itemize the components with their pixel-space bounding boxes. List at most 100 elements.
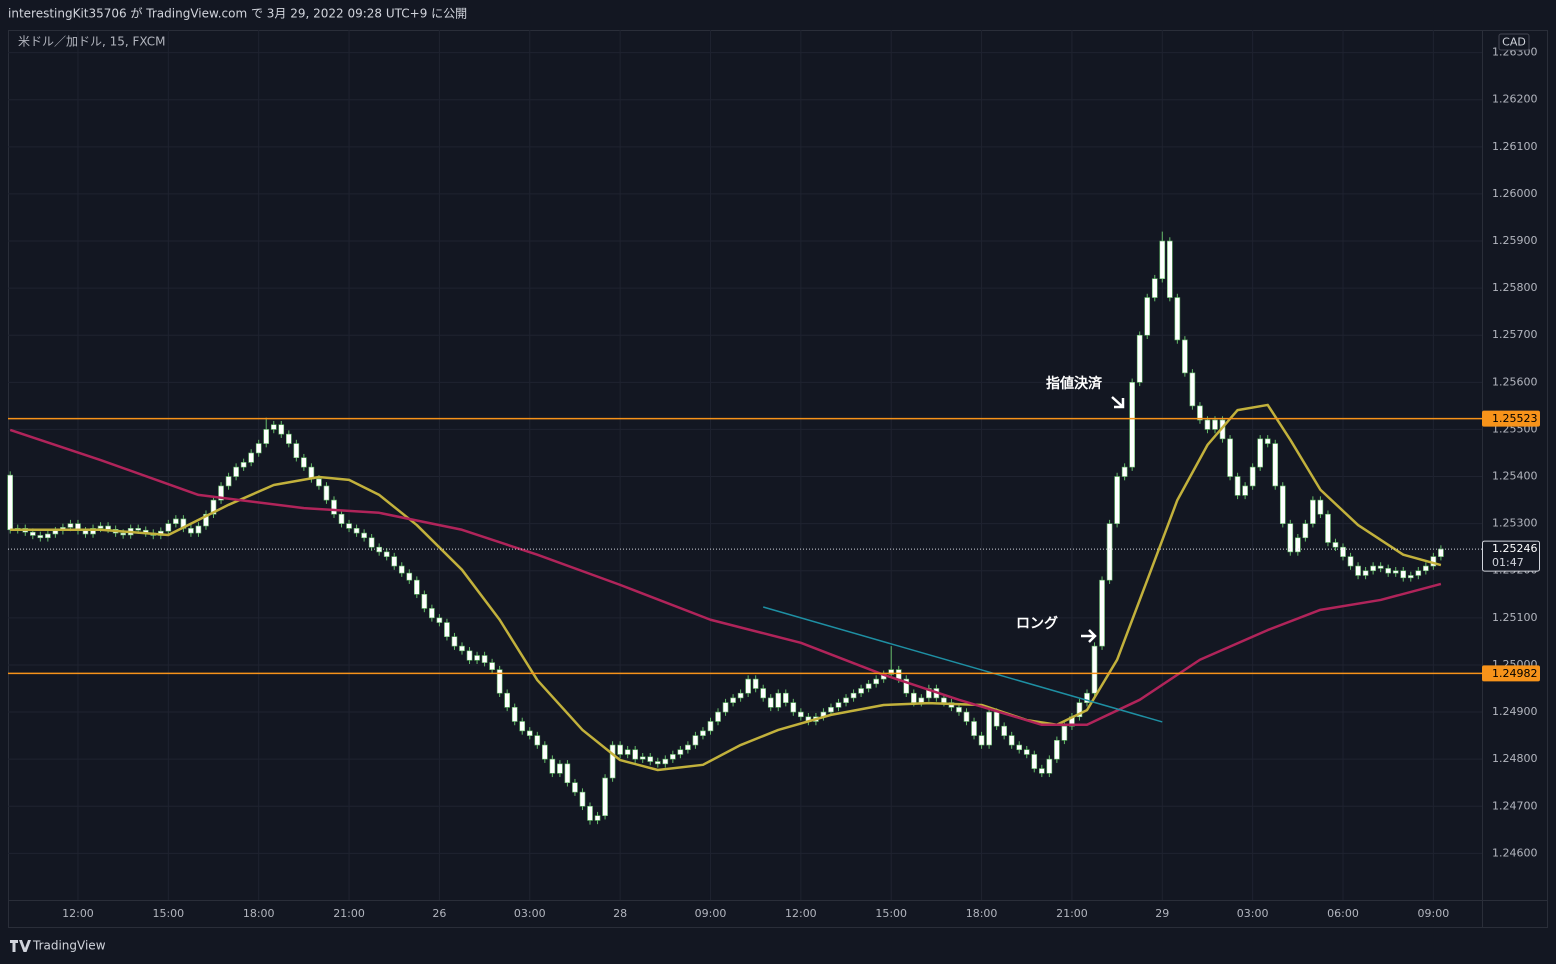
candle-body: [37, 535, 44, 539]
brand-logo: [10, 940, 31, 952]
candle-body: [270, 424, 277, 430]
candle-body: [1212, 419, 1218, 430]
candle-body: [888, 669, 895, 675]
level-label: 1.25523: [1492, 412, 1538, 425]
grid: [8, 30, 1482, 900]
candle-body: [700, 730, 706, 736]
y-tick-label: 1.24600: [1492, 846, 1538, 859]
candle-body: [1407, 575, 1414, 579]
y-tick-label: 1.26200: [1492, 93, 1538, 106]
candle-body: [572, 782, 578, 793]
candle-body: [1302, 523, 1309, 539]
candle-body: [557, 763, 563, 774]
candle-body: [564, 763, 571, 784]
candle-body: [353, 528, 360, 534]
candle-body: [489, 662, 495, 670]
candle-body: [692, 735, 699, 746]
candle-body: [67, 523, 74, 528]
candle-body: [715, 711, 721, 722]
candle-body: [1438, 548, 1444, 557]
candle-body: [1332, 542, 1339, 548]
candle-body: [1257, 438, 1263, 468]
y-tick-label: 1.25700: [1492, 328, 1538, 341]
candle-body: [1121, 466, 1128, 477]
candle-body: [1159, 240, 1166, 280]
candle-body: [429, 608, 435, 619]
candle-body: [926, 688, 932, 699]
candle-body: [346, 523, 352, 529]
candle-body: [45, 533, 51, 539]
candle-body: [278, 424, 285, 435]
candle-body: [1415, 570, 1422, 576]
candle-body: [1423, 565, 1429, 572]
candle-body: [331, 499, 337, 515]
candle-body: [316, 478, 322, 487]
candle-body: [1392, 570, 1399, 574]
candle-body: [760, 688, 767, 699]
candle-body: [97, 525, 104, 529]
candle-body: [1099, 579, 1105, 647]
candle-body: [301, 457, 307, 468]
candle-body: [624, 749, 631, 755]
candle-body: [338, 513, 345, 524]
candle-body: [798, 711, 804, 718]
x-tick-label: 28: [613, 907, 627, 920]
candle-body: [1197, 405, 1203, 421]
annotation-arrow: [1081, 629, 1097, 643]
candle-body: [248, 452, 254, 463]
candle-body: [903, 678, 910, 694]
candle-body: [677, 749, 684, 755]
candle-body: [1355, 565, 1361, 576]
candle-body: [120, 532, 126, 536]
candle-body: [383, 551, 390, 557]
candle-body: [730, 697, 736, 703]
x-tick-label: 03:00: [514, 907, 546, 920]
candle-body: [685, 744, 691, 751]
candle-body: [255, 443, 262, 454]
candle-body: [1016, 744, 1023, 751]
candle-body: [1234, 476, 1241, 496]
moving-average: [9, 428, 1442, 727]
candle-body: [323, 485, 330, 501]
candle-body: [29, 531, 36, 536]
candle-body: [210, 499, 217, 515]
candle-body: [361, 532, 367, 539]
x-tick-label: 21:00: [333, 907, 365, 920]
candle-body: [504, 692, 510, 708]
x-tick-label: 06:00: [1327, 907, 1359, 920]
x-tick-label: 18:00: [243, 907, 275, 920]
candle-body: [775, 692, 782, 708]
last-price-label: 1.25246: [1492, 542, 1538, 555]
candle-body: [1325, 513, 1331, 543]
candle-body: [1227, 438, 1233, 477]
candle-body: [602, 777, 608, 816]
x-tick-label: 09:00: [1418, 907, 1450, 920]
candle-body: [398, 565, 405, 574]
candle-body: [542, 744, 548, 760]
candle-body: [1347, 556, 1354, 567]
candle-body: [1400, 570, 1407, 579]
x-tick-label: 26: [432, 907, 446, 920]
candle-body: [1242, 485, 1248, 496]
level-label: 1.24982: [1492, 667, 1538, 680]
candle-body: [105, 525, 111, 530]
candle-body: [52, 530, 59, 535]
candle-body: [195, 525, 202, 534]
candle-body: [1189, 372, 1196, 407]
candle-body: [963, 711, 970, 722]
candle-body: [828, 707, 834, 713]
level-badge: [1482, 665, 1540, 682]
candle-body: [90, 528, 96, 535]
candle-body: [1031, 754, 1038, 769]
candle-body: [752, 678, 759, 689]
candle-body: [707, 721, 714, 732]
candle-body: [1317, 499, 1324, 515]
candle-body: [617, 744, 623, 755]
currency: CAD: [1502, 36, 1526, 49]
candle-body: [745, 678, 751, 694]
candle-body: [782, 692, 789, 703]
candle-body: [670, 754, 676, 760]
trend-line: [762, 606, 1163, 723]
